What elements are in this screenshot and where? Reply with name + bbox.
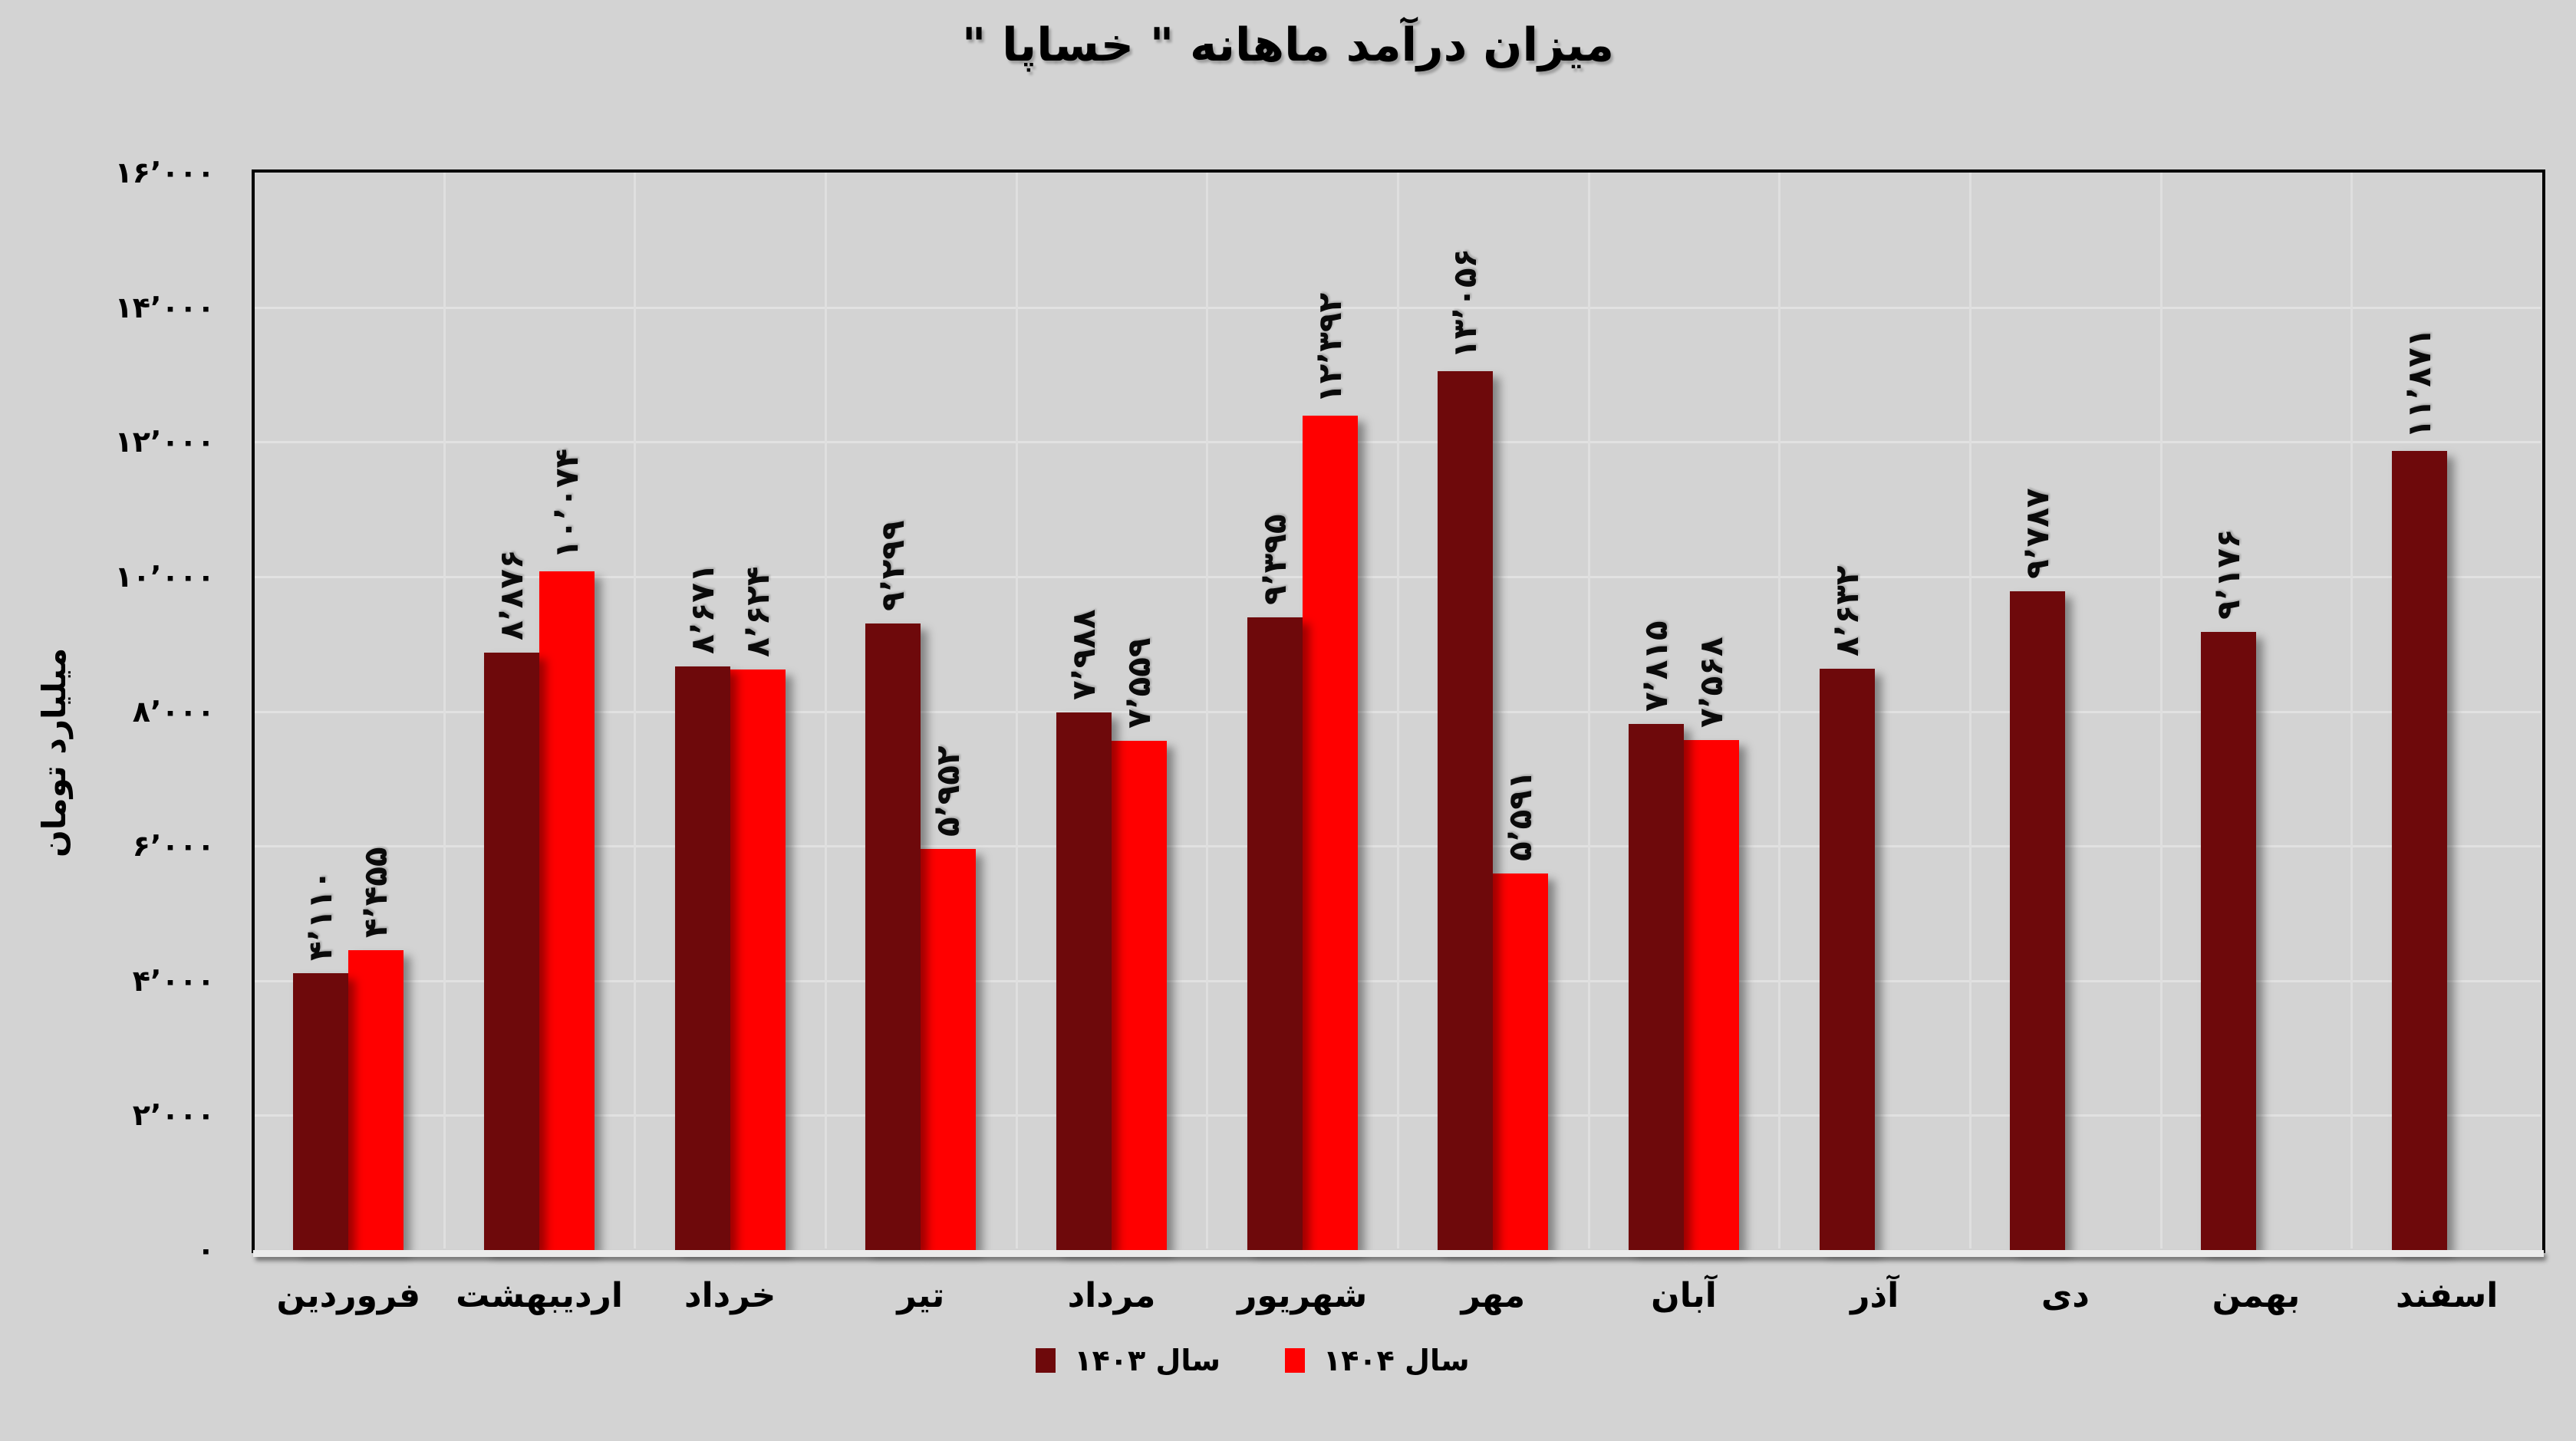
- y-tick-label: ۲٬۰۰۰: [132, 1098, 215, 1133]
- x-axis-label-1: اردیبهشت: [456, 1276, 623, 1315]
- bar-value-label-y1404-5: ۱۲٬۳۹۲: [1310, 292, 1349, 403]
- x-axis-label-6: مهر: [1461, 1276, 1526, 1315]
- legend-item-1403: سال ۱۴۰۳: [1036, 1344, 1220, 1377]
- gridline-v-5: [1206, 173, 1209, 1249]
- bar-value-label-y1404-6: ۵٬۵۹۱: [1501, 770, 1540, 862]
- bar-y1403-0: [293, 973, 349, 1250]
- bar-value-label-y1403-6: ۱۳٬۰۵۶: [1446, 248, 1484, 359]
- bar-y1404-5: [1302, 415, 1358, 1250]
- bar-y1403-11: [2391, 450, 2447, 1250]
- bar-value-label-y1403-11: ۱۱٬۸۷۱: [2400, 327, 2438, 439]
- bar-y1404-6: [1493, 873, 1549, 1250]
- bar-y1403-2: [674, 666, 730, 1250]
- bar-y1404-3: [921, 849, 977, 1250]
- bar-value-label-y1403-2: ۸٬۶۷۱: [683, 563, 721, 654]
- bar-value-label-y1404-3: ۵٬۹۵۲: [929, 745, 967, 837]
- bar-value-label-y1404-4: ۷٬۵۵۹: [1120, 637, 1158, 729]
- bar-value-label-y1404-0: ۴٬۴۵۵: [357, 847, 395, 938]
- legend-label-1403: سال ۱۴۰۳: [1074, 1344, 1220, 1377]
- gridline-v-10: [2159, 173, 2163, 1249]
- x-axis-label-7: آبان: [1651, 1276, 1717, 1315]
- x-axis-label-9: دی: [2041, 1276, 2090, 1315]
- bar-y1403-9: [2010, 591, 2066, 1250]
- bar-value-label-y1403-0: ۴٬۱۱۰: [301, 870, 340, 962]
- y-tick-label: ۱۴٬۰۰۰: [114, 290, 215, 324]
- bar-value-label-y1403-3: ۹٬۲۹۹: [874, 520, 912, 612]
- bar-value-label-y1404-1: ۱۰٬۰۷۴: [548, 449, 585, 560]
- x-axis-label-3: تیر: [897, 1276, 945, 1315]
- chart-title: میزان درآمد ماهانه " خساپا ": [961, 18, 1615, 72]
- gridline-v-2: [634, 173, 637, 1249]
- bar-y1404-0: [348, 949, 404, 1250]
- gridline-v-7: [1587, 173, 1590, 1249]
- legend-label-1404: سال ۱۴۰۴: [1323, 1344, 1470, 1377]
- bar-y1404-1: [539, 571, 595, 1250]
- y-tick-label: ۰: [196, 1233, 215, 1267]
- bar-y1403-8: [1819, 669, 1875, 1250]
- bar-y1403-10: [2201, 632, 2256, 1250]
- plot-border-left: [252, 169, 255, 1253]
- bar-y1403-6: [1438, 370, 1494, 1250]
- bar-y1403-5: [1247, 617, 1303, 1250]
- bar-value-label-y1403-5: ۹٬۳۹۵: [1255, 514, 1293, 606]
- gridline-v-1: [443, 173, 446, 1249]
- x-axis-label-5: شهریور: [1237, 1276, 1368, 1315]
- x-axis-label-8: آذر: [1850, 1276, 1899, 1315]
- plot-border-top: [252, 169, 2545, 173]
- bar-y1404-7: [1684, 740, 1739, 1250]
- gridline-v-3: [825, 173, 827, 1249]
- x-axis-label-2: خرداد: [684, 1276, 776, 1315]
- gridline-v-9: [1969, 173, 1972, 1249]
- y-tick-label: ۱۲٬۰۰۰: [114, 425, 215, 459]
- bar-value-label-y1403-8: ۸٬۶۳۲: [1827, 565, 1866, 657]
- x-axis-label-4: مرداد: [1067, 1276, 1156, 1315]
- bar-value-label-y1403-7: ۷٬۸۱۵: [1637, 620, 1675, 712]
- y-tick-label: ۶٬۰۰۰: [132, 829, 215, 864]
- gridline-v-4: [1015, 173, 1018, 1249]
- legend-swatch-1403: [1036, 1348, 1056, 1373]
- gridline-v-8: [1778, 173, 1781, 1249]
- bar-y1403-3: [865, 623, 921, 1250]
- bar-y1404-4: [1112, 741, 1167, 1250]
- y-tick-label: ۱۰٬۰۰۰: [114, 559, 215, 594]
- x-axis-label-0: فروردین: [276, 1276, 421, 1315]
- legend: سال ۱۴۰۳ سال ۱۴۰۴: [0, 1344, 2541, 1377]
- gridline-v-11: [2350, 173, 2354, 1249]
- bar-value-label-y1403-9: ۹٬۷۸۷: [2018, 488, 2057, 579]
- x-axis-label-10: بهمن: [2212, 1276, 2301, 1315]
- y-tick-label: ۱۶٬۰۰۰: [114, 156, 215, 189]
- y-tick-label: ۸٬۰۰۰: [132, 694, 215, 729]
- x-axis-baseline: [253, 1250, 2544, 1257]
- bar-y1403-7: [1629, 723, 1684, 1250]
- bar-y1404-2: [730, 669, 786, 1250]
- y-tick-label: ۴٬۰۰۰: [132, 963, 215, 998]
- bar-value-label-y1404-2: ۸٬۶۲۴: [738, 566, 776, 657]
- bar-y1403-4: [1056, 712, 1112, 1250]
- x-axis-label-11: اسفند: [2395, 1276, 2499, 1315]
- bar-value-label-y1404-7: ۷٬۵۶۸: [1692, 637, 1730, 729]
- gridline-v-6: [1397, 173, 1399, 1249]
- bar-value-label-y1403-4: ۷٬۹۸۸: [1065, 609, 1102, 700]
- bar-value-label-y1403-1: ۸٬۸۷۶: [492, 549, 530, 640]
- bar-value-label-y1403-10: ۹٬۱۷۶: [2209, 528, 2247, 620]
- plot-border-right: [2542, 169, 2545, 1253]
- legend-swatch-1404: [1285, 1348, 1305, 1373]
- bar-y1403-1: [484, 652, 539, 1250]
- legend-item-1404: سال ۱۴۰۴: [1285, 1344, 1470, 1377]
